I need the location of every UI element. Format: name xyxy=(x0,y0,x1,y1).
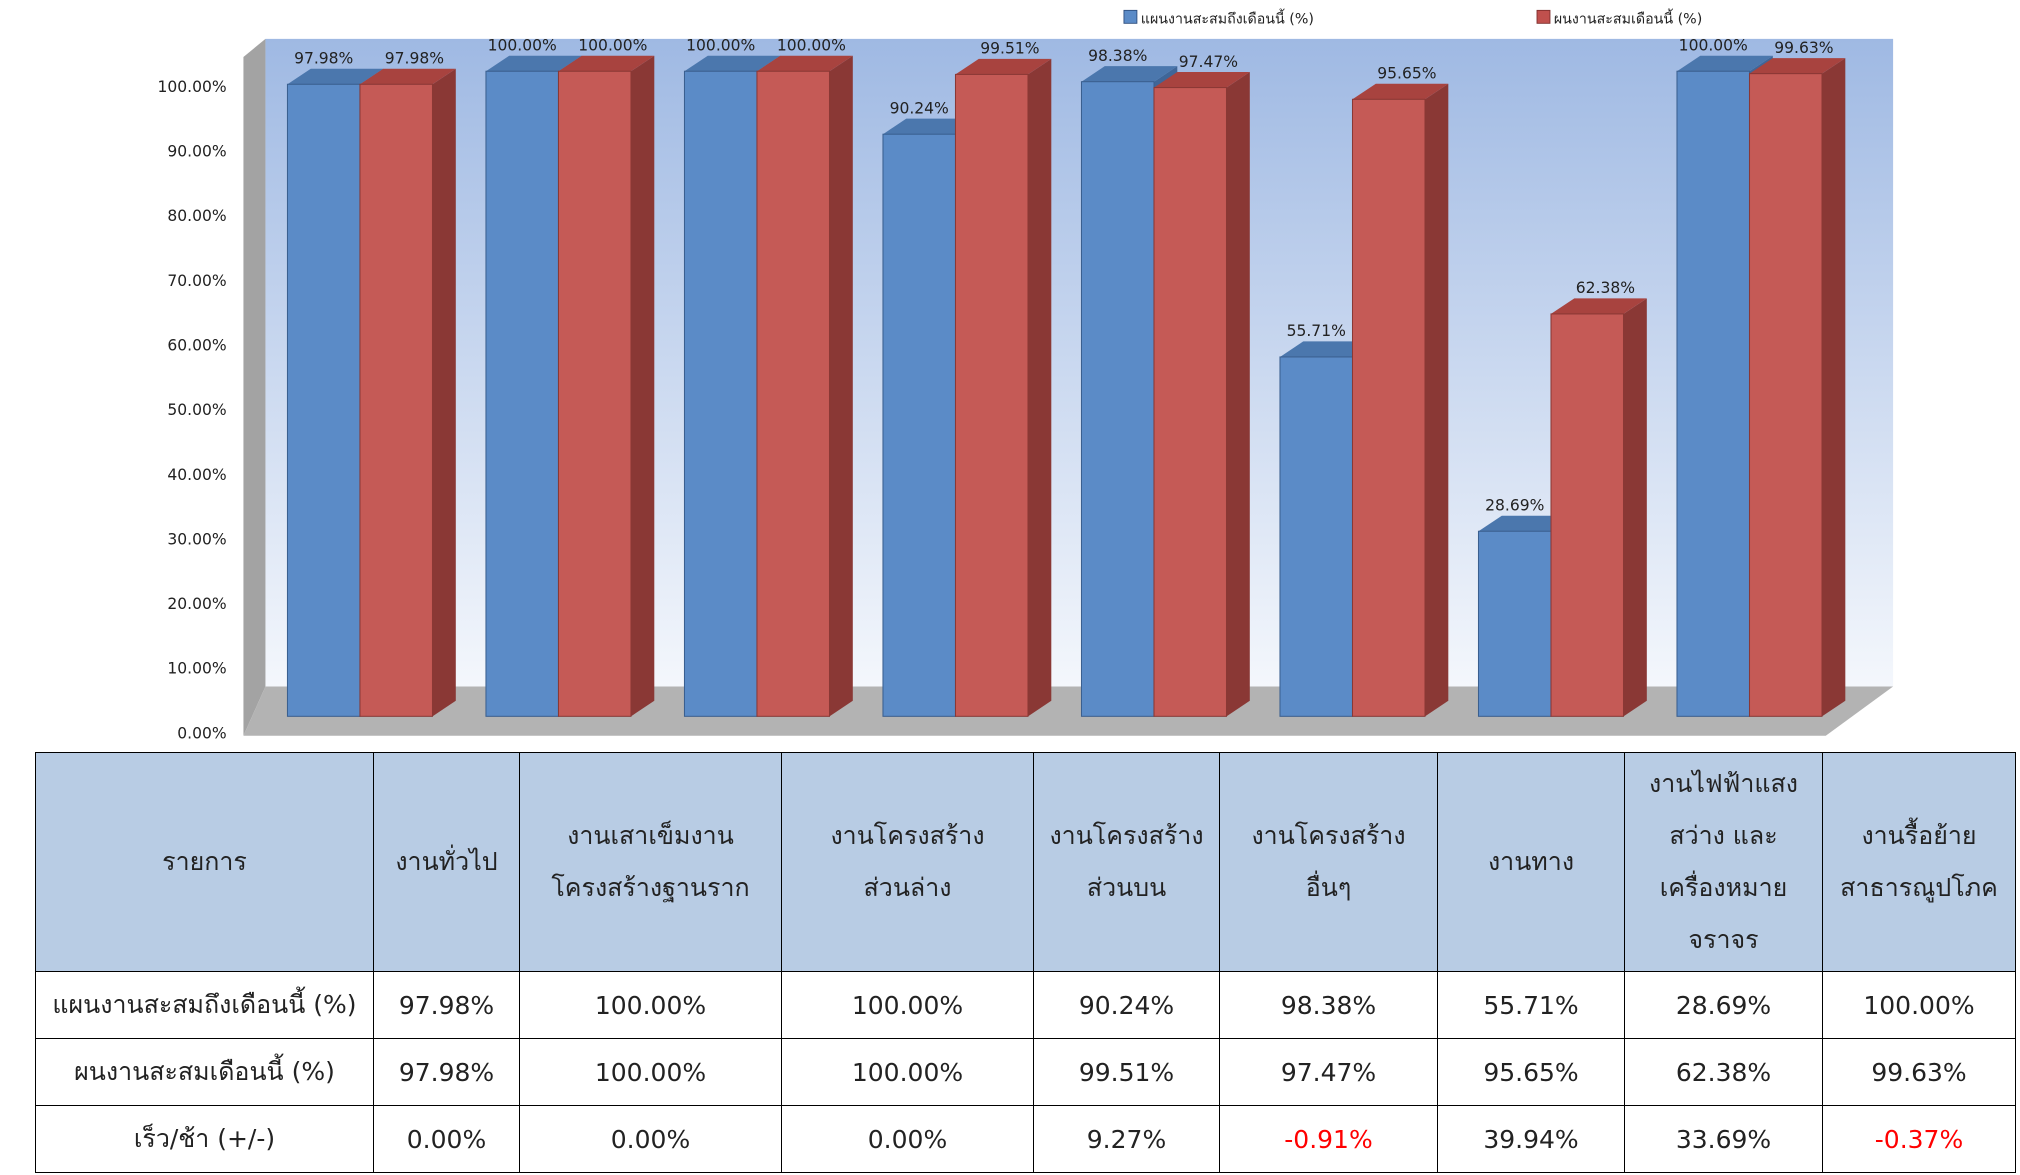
table-header-row: รายการ งานทั่วไป งานเสาเข็มงาน โครงสร้างฐา… xyxy=(35,752,2016,972)
bar-actual xyxy=(756,55,853,717)
table-row: เร็ว/ช้า (+/-) 0.00% 0.00% 0.00% 9.27% -0.91%… xyxy=(35,1105,2016,1173)
table-cell: 55.71% xyxy=(1437,971,1625,1039)
table-cell: 33.69% xyxy=(1624,1105,1823,1173)
data-label: 28.69% xyxy=(1485,497,1544,515)
table-cell: 62.38% xyxy=(1624,1038,1823,1106)
column-header: งานรื้อย้าย สาธารณูปโภค xyxy=(1822,752,2016,972)
table-cell: 0.00% xyxy=(373,1105,520,1173)
table-cell: 97.98% xyxy=(373,1038,520,1106)
y-tick-label: 100.00% xyxy=(158,78,227,96)
bar-actual xyxy=(1351,83,1449,717)
table-cell: 100.00% xyxy=(519,1038,782,1106)
data-label: 100.00% xyxy=(578,37,647,55)
table-cell: 97.98% xyxy=(373,971,520,1039)
table-cell: 39.94% xyxy=(1437,1105,1625,1173)
y-tick-label: 50.00% xyxy=(167,401,226,419)
legend-label-actual: ผนงานสะสมเดือนนี้ (%) xyxy=(1554,8,1702,27)
bar-actual xyxy=(1550,298,1647,717)
data-label: 62.38% xyxy=(1576,279,1635,297)
column-header: งานโครงสร้าง ส่วนล่าง xyxy=(781,752,1034,972)
data-label: 97.98% xyxy=(294,50,353,68)
bar-actual xyxy=(557,55,655,717)
table-cell: 90.24% xyxy=(1033,971,1220,1039)
legend-label-plan: แผนงานสะสมถึงเดือนนี้ (%) xyxy=(1141,8,1314,27)
data-label: 100.00% xyxy=(686,37,755,55)
table-cell: 28.69% xyxy=(1624,971,1823,1039)
table-row: แผนงานสะสมถึงเดือนนี้ (%) 97.98% 100.00% 10… xyxy=(35,971,2016,1039)
legend-swatch-plan xyxy=(1123,9,1138,24)
table-cell: 100.00% xyxy=(781,971,1034,1039)
table-cell: -0.37% xyxy=(1822,1105,2016,1173)
bar-actual xyxy=(1153,72,1250,717)
data-table: รายการ งานทั่วไป งานเสาเข็มงาน โครงสร้างฐา… xyxy=(35,752,2016,1173)
column-header: งานทาง xyxy=(1437,752,1625,972)
bar-actual xyxy=(359,68,456,717)
data-label: 98.38% xyxy=(1088,47,1147,65)
column-header: งานไฟฟ้าแสง สว่าง และ เครื่องหมาย จราจร xyxy=(1624,752,1823,972)
table-cell: 9.27% xyxy=(1033,1105,1220,1173)
table-cell: 99.63% xyxy=(1822,1038,2016,1106)
table-cell: 0.00% xyxy=(781,1105,1034,1173)
y-tick-label: 10.00% xyxy=(167,660,226,678)
column-header: งานโครงสร้าง ส่วนบน xyxy=(1033,752,1220,972)
table-cell: 97.47% xyxy=(1219,1038,1438,1106)
data-label: 55.71% xyxy=(1287,322,1346,340)
column-header: งานทั่วไป xyxy=(373,752,520,972)
data-label: 90.24% xyxy=(890,99,949,117)
row-label: แผนงานสะสมถึงเดือนนี้ (%) xyxy=(35,971,374,1039)
y-tick-label: 40.00% xyxy=(167,466,226,484)
y-tick-label: 30.00% xyxy=(167,530,226,548)
row-header-label: รายการ xyxy=(35,752,374,972)
table-cell: 100.00% xyxy=(781,1038,1034,1106)
table-cell: 99.51% xyxy=(1033,1038,1220,1106)
y-tick-label: 90.00% xyxy=(167,143,226,161)
left-wall xyxy=(243,38,266,736)
table-cell: 100.00% xyxy=(1822,971,2016,1039)
table-cell: 100.00% xyxy=(519,971,782,1039)
y-tick-label: 70.00% xyxy=(167,272,226,290)
table-cell: 95.65% xyxy=(1437,1038,1625,1106)
column-header: งานโครงสร้าง อื่นๆ xyxy=(1219,752,1438,972)
y-tick-label: 0.00% xyxy=(177,724,226,742)
bar-actual xyxy=(954,58,1052,717)
y-tick-label: 80.00% xyxy=(167,207,226,225)
data-label: 97.47% xyxy=(1179,53,1238,71)
data-label: 100.00% xyxy=(488,37,557,55)
table-cell: -0.91% xyxy=(1219,1105,1438,1173)
data-label: 100.00% xyxy=(1679,37,1748,55)
table-cell: 98.38% xyxy=(1219,971,1438,1039)
column-header: งานเสาเข็มงาน โครงสร้างฐานราก xyxy=(519,752,782,972)
y-tick-label: 60.00% xyxy=(167,337,226,355)
row-label: ผนงานสะสมเดือนนี้ (%) xyxy=(35,1038,374,1106)
data-label: 99.51% xyxy=(980,40,1039,58)
data-label: 100.00% xyxy=(777,37,846,55)
data-label: 95.65% xyxy=(1377,65,1436,83)
back-wall xyxy=(265,38,1894,687)
y-tick-label: 20.00% xyxy=(167,595,226,613)
row-label: เร็ว/ช้า (+/-) xyxy=(35,1105,374,1173)
table-cell: 0.00% xyxy=(519,1105,782,1173)
bar-actual xyxy=(1748,58,1846,717)
legend-swatch-actual xyxy=(1536,9,1551,24)
data-label: 99.63% xyxy=(1774,39,1833,57)
data-label: 97.98% xyxy=(385,50,444,68)
table-row: ผนงานสะสมเดือนนี้ (%) 97.98% 100.00% 100.00… xyxy=(35,1038,2016,1106)
bar-chart: 0.00% 10.00% 20.00% 30.00% 40.00% 50.00% 60.00… xyxy=(158,8,1894,742)
